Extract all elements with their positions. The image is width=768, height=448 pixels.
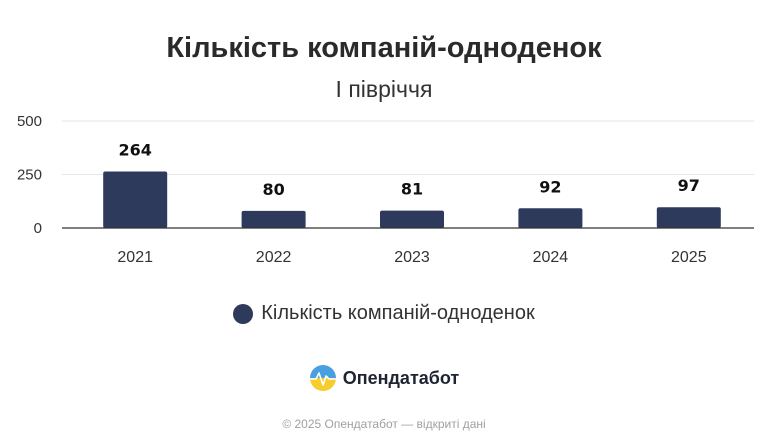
data-label: 92 xyxy=(539,177,561,196)
x-tick-label: 2023 xyxy=(394,249,430,266)
brand-name: Опендатабот xyxy=(342,367,460,388)
bar xyxy=(380,210,444,228)
data-label: 81 xyxy=(401,180,423,199)
x-tick-label: 2022 xyxy=(256,249,292,266)
y-tick-label: 0 xyxy=(34,220,42,237)
bar-chart: 0 250 500 264 2021 80 2022 81 2023 92 2024 97 2025 xyxy=(17,113,754,266)
footer-text: © 2025 Опендатабот — відкриті дані xyxy=(282,417,486,431)
chart-legend: Кількість компаній-одноденок xyxy=(0,302,768,325)
opendatabot-logo-icon xyxy=(309,365,336,391)
chart-title: Кількість компаній-одноденок xyxy=(166,32,602,64)
bar xyxy=(518,208,583,228)
x-tick-label: 2024 xyxy=(533,249,569,266)
chart-subtitle: І півріччя xyxy=(335,76,433,102)
y-tick-label: 250 xyxy=(17,167,42,184)
data-label: 264 xyxy=(118,141,151,160)
x-tick-label: 2021 xyxy=(117,249,153,266)
legend-swatch xyxy=(233,303,254,324)
legend-label: Кількість компаній-одноденок xyxy=(261,302,535,324)
x-tick-label: 2025 xyxy=(671,249,707,266)
y-tick-label: 500 xyxy=(17,113,42,130)
data-label: 80 xyxy=(262,180,284,199)
data-label: 97 xyxy=(678,176,700,195)
brand: Опендатабот xyxy=(0,364,768,392)
bar xyxy=(241,210,306,228)
bar xyxy=(103,171,168,228)
bar xyxy=(656,207,721,228)
